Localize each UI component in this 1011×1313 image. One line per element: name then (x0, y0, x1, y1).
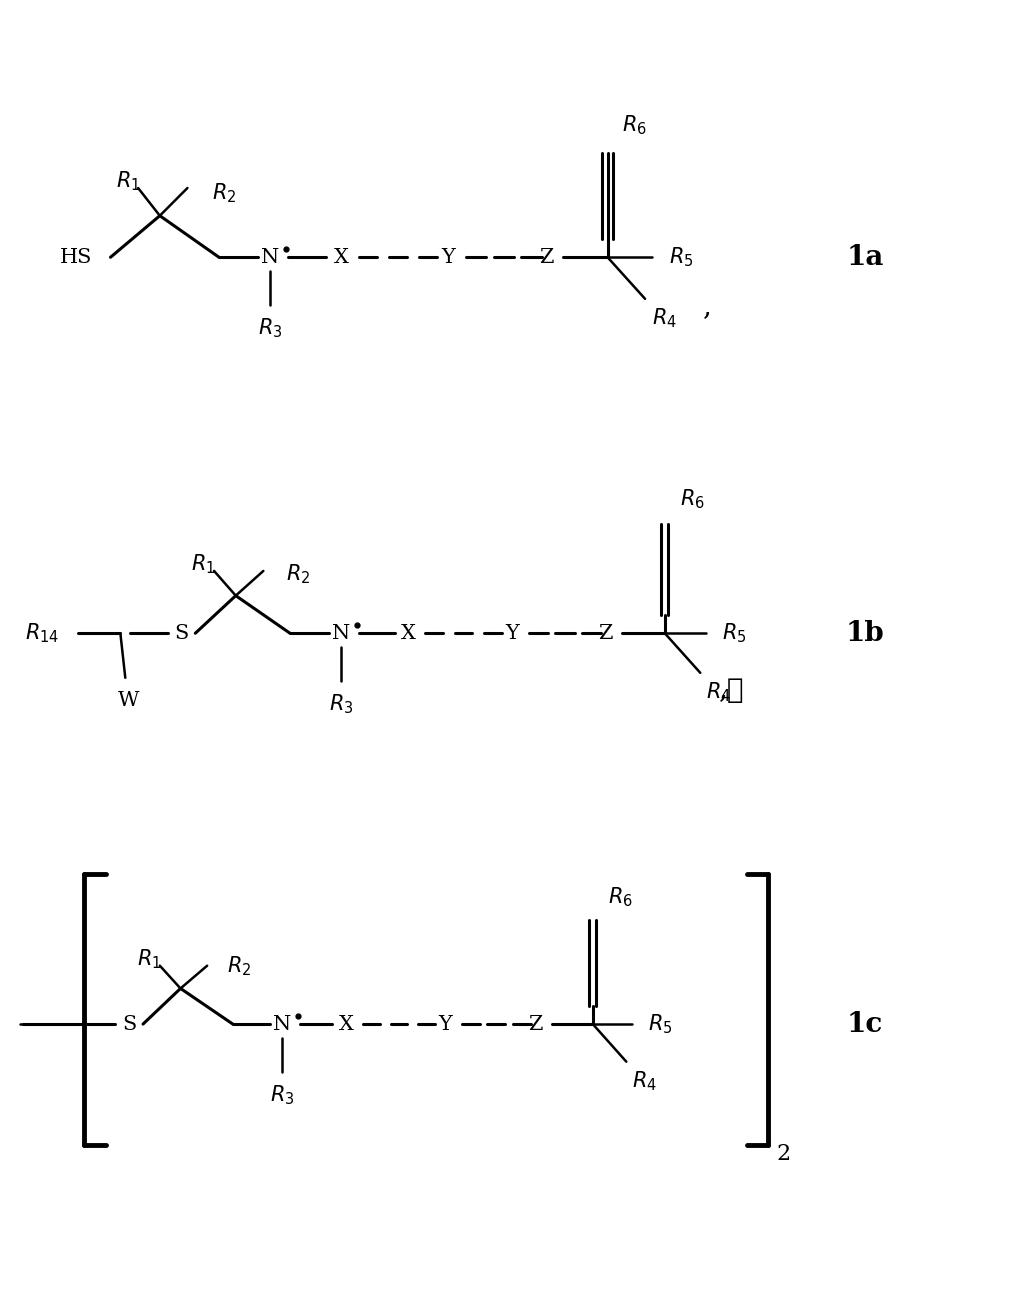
Text: $R_1$: $R_1$ (136, 947, 161, 970)
Text: $R_4$: $R_4$ (707, 681, 731, 704)
Text: $R_5$: $R_5$ (722, 621, 746, 645)
Text: Y: Y (441, 248, 455, 267)
Text: $R_1$: $R_1$ (116, 169, 141, 193)
Text: $R_3$: $R_3$ (270, 1083, 294, 1107)
Text: N: N (333, 624, 351, 643)
Text: Z: Z (539, 248, 554, 267)
Text: Z: Z (529, 1015, 543, 1033)
Text: Y: Y (438, 1015, 452, 1033)
Text: Y: Y (506, 624, 519, 643)
Text: $R_2$: $R_2$ (286, 562, 310, 586)
Text: ,: , (703, 293, 712, 320)
Text: $R_6$: $R_6$ (623, 114, 647, 138)
Text: $R_5$: $R_5$ (648, 1012, 672, 1036)
Text: 1c: 1c (847, 1011, 884, 1037)
Text: 1b: 1b (845, 620, 885, 647)
Text: X: X (339, 1015, 354, 1033)
Text: S: S (122, 1015, 136, 1033)
Text: $R_2$: $R_2$ (226, 955, 251, 978)
Text: S: S (174, 624, 189, 643)
Text: $R_{14}$: $R_{14}$ (24, 621, 59, 645)
Text: $R_3$: $R_3$ (329, 693, 354, 717)
Text: $R_1$: $R_1$ (191, 553, 215, 576)
Text: $R_6$: $R_6$ (679, 488, 705, 512)
Text: HS: HS (61, 248, 93, 267)
Text: 1a: 1a (846, 244, 884, 270)
Text: W: W (117, 691, 139, 710)
Text: 2: 2 (776, 1142, 791, 1165)
Text: $R_5$: $R_5$ (668, 246, 694, 269)
Text: $R_3$: $R_3$ (258, 316, 282, 340)
Text: $R_4$: $R_4$ (632, 1070, 657, 1094)
Text: $R_4$: $R_4$ (652, 307, 677, 331)
Text: $R_2$: $R_2$ (211, 181, 237, 205)
Text: Z: Z (599, 624, 613, 643)
Text: X: X (334, 248, 349, 267)
Text: ,或: ,或 (719, 678, 744, 704)
Text: N: N (273, 1015, 291, 1033)
Text: $R_6$: $R_6$ (608, 886, 633, 909)
Text: X: X (401, 624, 416, 643)
Text: N: N (261, 248, 279, 267)
